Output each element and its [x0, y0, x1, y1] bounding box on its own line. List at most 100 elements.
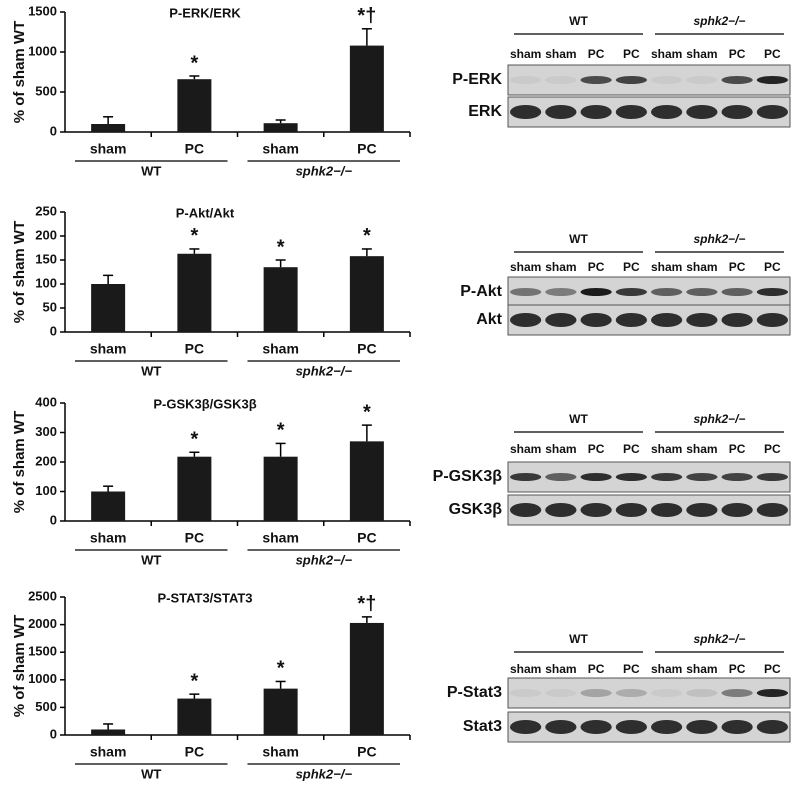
blot-band [686, 105, 718, 119]
lane-label: sham [686, 662, 717, 676]
y-tick-label: 0 [50, 323, 57, 338]
significance-mark: *† [357, 5, 376, 27]
y-tick-label: 50 [43, 299, 57, 314]
lane-label: PC [588, 442, 605, 456]
chart-title: P-ERK/ERK [169, 5, 241, 20]
y-tick-label: 200 [35, 453, 57, 468]
bar [91, 124, 126, 132]
blot-band [580, 313, 612, 327]
y-tick-label: 2000 [28, 616, 57, 631]
blot-band [651, 105, 683, 119]
blot-band [756, 473, 788, 481]
group-label: sphk2−/− [296, 766, 353, 781]
blot-band [510, 105, 542, 119]
blot-band [510, 313, 542, 327]
blot-band [721, 105, 753, 119]
y-tick-label: 0 [50, 726, 57, 741]
lane-label: PC [588, 47, 605, 61]
x-tick-label: PC [357, 744, 376, 760]
y-tick-label: 0 [50, 123, 57, 138]
blot-band [756, 689, 788, 697]
x-tick-label: PC [357, 141, 376, 157]
chart-title: P-Akt/Akt [176, 205, 235, 220]
x-tick-label: sham [90, 744, 127, 760]
x-tick-label: sham [262, 341, 299, 357]
blot-band [721, 503, 753, 517]
bar [91, 284, 126, 332]
bar [263, 688, 298, 735]
bar [177, 79, 212, 132]
blot-band [615, 288, 647, 296]
blot-band [756, 313, 788, 327]
lane-label: PC [764, 442, 781, 456]
blot-band [545, 720, 577, 734]
blot-band [686, 689, 718, 697]
lane-label: PC [729, 47, 746, 61]
lane-label: PC [764, 662, 781, 676]
x-tick-label: sham [262, 744, 299, 760]
lane-label: sham [510, 47, 541, 61]
blot-row-label: P-Stat3 [447, 684, 502, 701]
lane-label: PC [588, 260, 605, 274]
blot-band [686, 503, 718, 517]
blot-band [721, 473, 753, 481]
blot-band [580, 105, 612, 119]
x-tick-label: PC [357, 341, 376, 357]
blot-row-label: GSK3β [449, 501, 503, 518]
y-tick-label: 1000 [28, 43, 57, 58]
blot-band [651, 720, 683, 734]
blot-row-label: P-Akt [460, 283, 502, 300]
blot-band [580, 720, 612, 734]
blot-band [756, 76, 788, 84]
blot-band [615, 689, 647, 697]
bar [349, 256, 384, 332]
blot-band [756, 503, 788, 517]
lane-label: PC [764, 260, 781, 274]
lane-label: sham [686, 442, 717, 456]
y-tick-label: 250 [35, 203, 57, 218]
x-tick-label: sham [262, 530, 299, 546]
y-axis-label: % of sham WT [11, 411, 28, 514]
blot-band [510, 288, 542, 296]
significance-mark: * [363, 401, 371, 423]
blot-band [510, 720, 542, 734]
blot-band [721, 689, 753, 697]
y-tick-label: 500 [35, 83, 57, 98]
y-tick-label: 2500 [28, 588, 57, 603]
y-tick-label: 1000 [28, 671, 57, 686]
blot-band [756, 288, 788, 296]
blot-group-label: sphk2−/− [693, 232, 745, 246]
blot-row-label: P-ERK [452, 71, 502, 88]
blot-band [545, 473, 577, 481]
x-tick-label: PC [185, 530, 204, 546]
lane-label: sham [545, 47, 576, 61]
blot-band [651, 288, 683, 296]
blot-band [580, 503, 612, 517]
bar [349, 441, 384, 521]
blot-band [721, 720, 753, 734]
bar [263, 267, 298, 332]
y-tick-label: 300 [35, 424, 57, 439]
bar [349, 622, 384, 735]
bar [263, 456, 298, 521]
bar [177, 253, 212, 332]
lane-label: sham [686, 47, 717, 61]
blot-band [615, 473, 647, 481]
y-axis-label: % of sham WT [11, 221, 28, 324]
group-label: sphk2−/− [296, 163, 353, 178]
x-tick-label: sham [90, 341, 127, 357]
x-tick-label: sham [262, 141, 299, 157]
lane-label: PC [729, 662, 746, 676]
lane-label: PC [729, 260, 746, 274]
blot-group-label: sphk2−/− [693, 412, 745, 426]
lane-label: sham [545, 442, 576, 456]
blot-row-label: ERK [468, 103, 502, 120]
lane-label: sham [510, 662, 541, 676]
y-tick-label: 1500 [28, 644, 57, 659]
blot-band [545, 503, 577, 517]
bar [263, 123, 298, 132]
blot-band [651, 473, 683, 481]
bar [177, 456, 212, 521]
lane-label: PC [623, 442, 640, 456]
significance-mark: * [277, 236, 285, 258]
